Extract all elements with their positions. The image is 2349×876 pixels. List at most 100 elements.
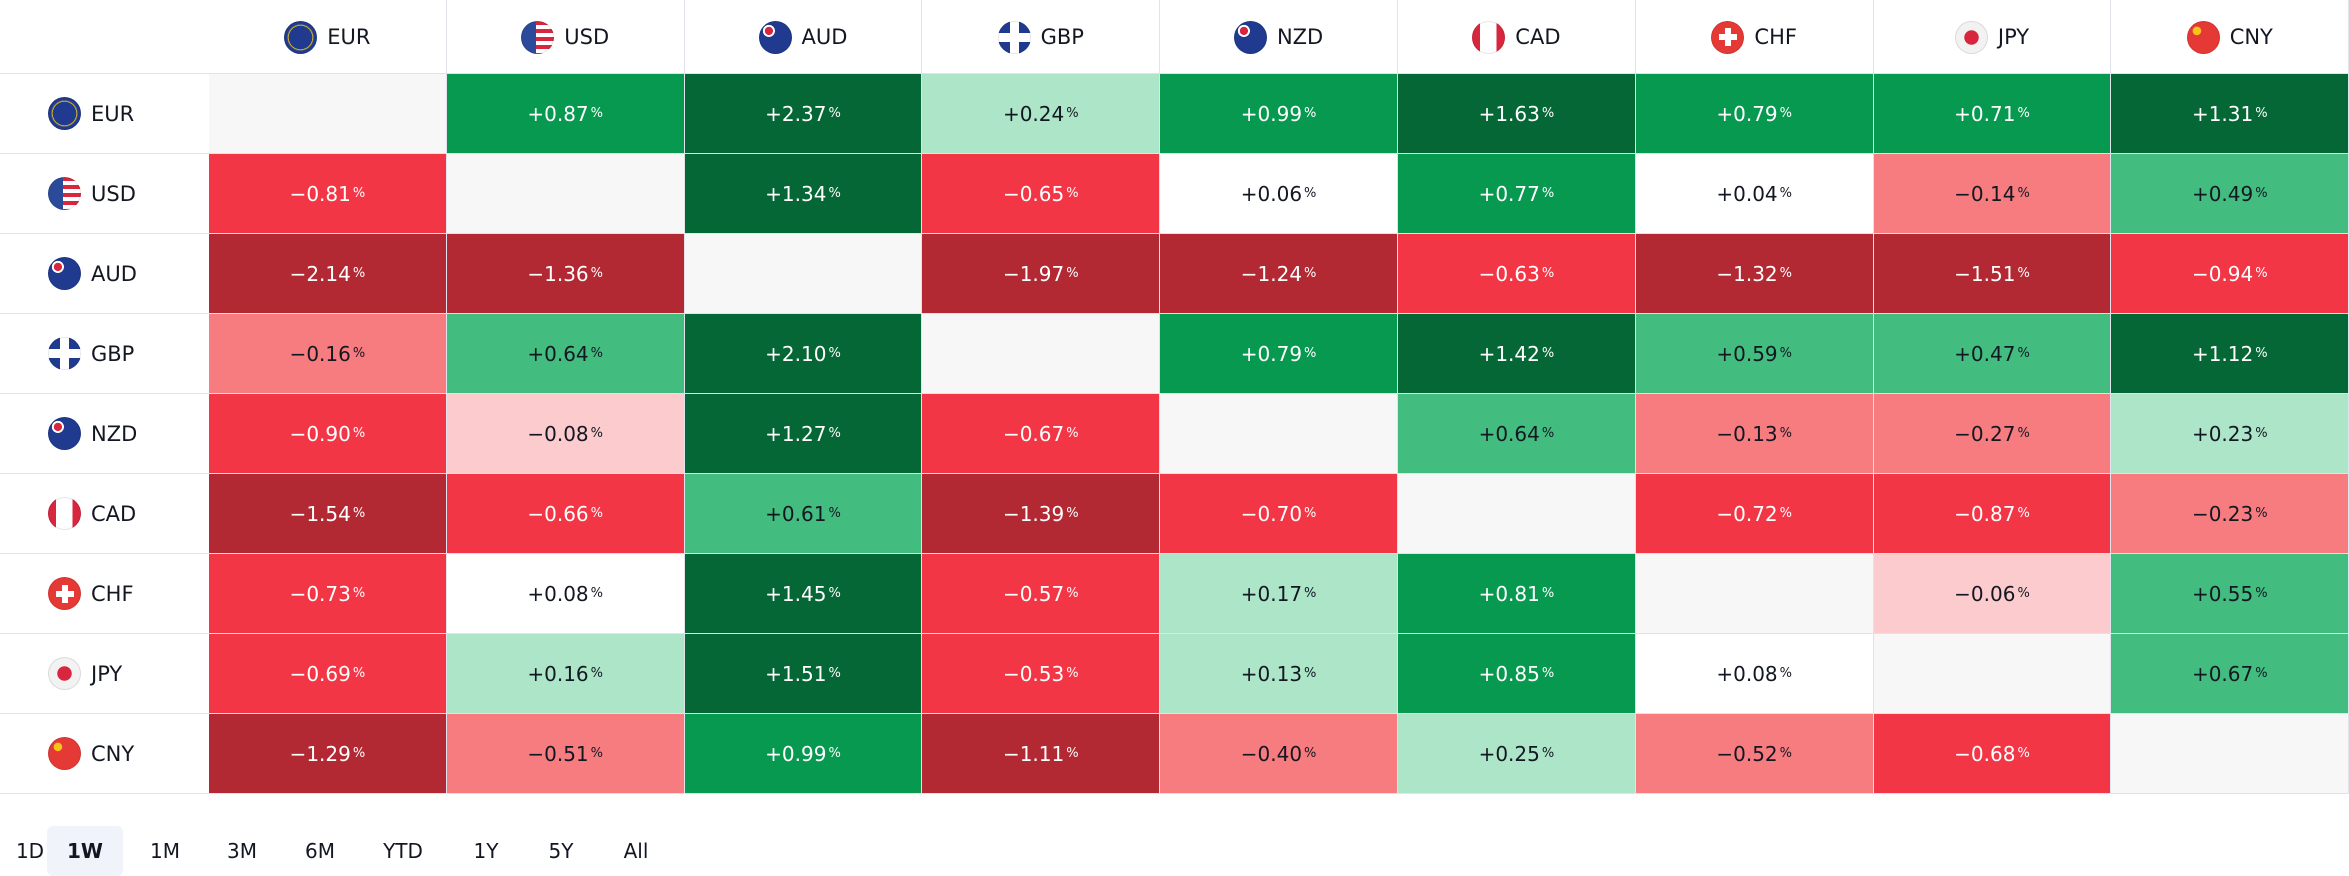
empty-cell <box>684 234 923 314</box>
heat-cell: −0.06% <box>1873 554 2112 634</box>
heat-cell: −1.97% <box>922 234 1161 314</box>
heat-cell: −1.54% <box>209 474 447 554</box>
empty-cell <box>209 74 447 154</box>
heat-cell: +0.49% <box>2111 154 2349 234</box>
empty-cell <box>1873 634 2112 714</box>
empty-cell <box>1398 474 1636 554</box>
heat-cell: −0.63% <box>1398 234 1636 314</box>
flag-icon <box>1233 20 1267 54</box>
period-button[interactable]: 1Y <box>473 839 499 863</box>
heat-cell: −0.70% <box>1160 474 1398 554</box>
row-label: NZD <box>0 394 209 474</box>
heat-cell: +0.08% <box>446 554 685 634</box>
heat-cell: +0.67% <box>2111 634 2349 714</box>
row-label: AUD <box>0 234 209 314</box>
column-header: EUR <box>209 0 447 74</box>
column-header: CAD <box>1398 0 1636 74</box>
heat-cell: +0.79% <box>1160 314 1398 394</box>
heat-cell: +0.79% <box>1635 74 1874 154</box>
column-header: CNY <box>2111 0 2349 74</box>
row-label: EUR <box>0 74 209 154</box>
heat-cell: −0.51% <box>446 714 685 794</box>
heat-cell: −0.65% <box>922 154 1161 234</box>
heat-cell: +0.47% <box>1873 314 2112 394</box>
flag-icon <box>521 20 555 54</box>
heat-cell: −0.94% <box>2111 234 2349 314</box>
period-button[interactable]: 1M <box>150 839 180 863</box>
flag-icon <box>48 177 81 210</box>
empty-cell <box>1160 394 1398 474</box>
heatmap-table: EUR USD AUD GBP NZD CAD CHF JPY CNY EUR +0.87% +2.3… <box>0 0 2349 794</box>
flag-icon <box>48 257 81 290</box>
heat-cell: −1.24% <box>1160 234 1398 314</box>
heat-cell: −0.73% <box>209 554 447 634</box>
flag-icon <box>1472 20 1506 54</box>
heat-cell: −0.27% <box>1873 394 2112 474</box>
period-button[interactable]: 5Y <box>548 839 574 863</box>
period-button[interactable]: All <box>623 839 649 863</box>
empty-cell <box>2111 714 2349 794</box>
heat-cell: +0.85% <box>1398 634 1636 714</box>
flag-icon <box>48 737 81 770</box>
heat-cell: −0.13% <box>1635 394 1874 474</box>
row-label: CHF <box>0 554 209 634</box>
heat-cell: +1.31% <box>2111 74 2349 154</box>
heat-cell: +0.81% <box>1398 554 1636 634</box>
row-label: JPY <box>0 634 209 714</box>
empty-cell <box>446 154 685 234</box>
heat-cell: −0.53% <box>922 634 1161 714</box>
heat-cell: +0.99% <box>1160 74 1398 154</box>
heat-cell: −0.87% <box>1873 474 2112 554</box>
heat-cell: +1.51% <box>684 634 923 714</box>
heat-cell: +0.23% <box>2111 394 2349 474</box>
header-line <box>0 73 2349 74</box>
flag-icon <box>284 20 318 54</box>
heat-cell: −1.36% <box>446 234 685 314</box>
heat-cell: +0.64% <box>1398 394 1636 474</box>
heat-cell: −1.51% <box>1873 234 2112 314</box>
column-header: NZD <box>1160 0 1398 74</box>
heat-cell: +0.08% <box>1635 634 1874 714</box>
heat-cell: −2.14% <box>209 234 447 314</box>
heat-cell: −0.90% <box>209 394 447 474</box>
flag-icon <box>1954 20 1988 54</box>
flag-icon <box>48 337 81 370</box>
flag-icon <box>48 657 81 690</box>
column-header: CHF <box>1636 0 1874 74</box>
heat-cell: +0.25% <box>1398 714 1636 794</box>
heat-cell: +1.27% <box>684 394 923 474</box>
heat-cell: +0.17% <box>1160 554 1398 634</box>
flag-icon <box>48 97 81 130</box>
heat-cell: −0.08% <box>446 394 685 474</box>
period-button[interactable]: YTD <box>383 839 423 863</box>
flag-icon <box>758 20 792 54</box>
period-button[interactable]: 1W <box>47 826 123 876</box>
period-button[interactable]: 3M <box>227 839 257 863</box>
empty-cell <box>1635 554 1874 634</box>
heat-cell: −1.11% <box>922 714 1161 794</box>
row-label: GBP <box>0 314 209 394</box>
period-button[interactable]: 1D <box>15 839 45 863</box>
column-header: USD <box>447 0 685 74</box>
heat-cell: −1.32% <box>1635 234 1874 314</box>
heat-cell: +0.59% <box>1635 314 1874 394</box>
heat-cell: +1.34% <box>684 154 923 234</box>
heat-cell: +0.71% <box>1873 74 2112 154</box>
flag-icon <box>48 497 81 530</box>
heat-cell: −0.57% <box>922 554 1161 634</box>
column-header: AUD <box>685 0 923 74</box>
heat-cell: +2.37% <box>684 74 923 154</box>
flag-icon <box>997 20 1031 54</box>
heat-cell: +0.87% <box>446 74 685 154</box>
empty-cell <box>922 314 1161 394</box>
flag-icon <box>48 577 81 610</box>
heat-cell: +1.12% <box>2111 314 2349 394</box>
heat-cell: +0.99% <box>684 714 923 794</box>
heat-cell: +1.45% <box>684 554 923 634</box>
heat-cell: −0.14% <box>1873 154 2112 234</box>
flag-icon <box>1711 20 1745 54</box>
heat-cell: +0.24% <box>922 74 1161 154</box>
period-button[interactable]: 6M <box>305 839 335 863</box>
heat-cell: +0.55% <box>2111 554 2349 634</box>
